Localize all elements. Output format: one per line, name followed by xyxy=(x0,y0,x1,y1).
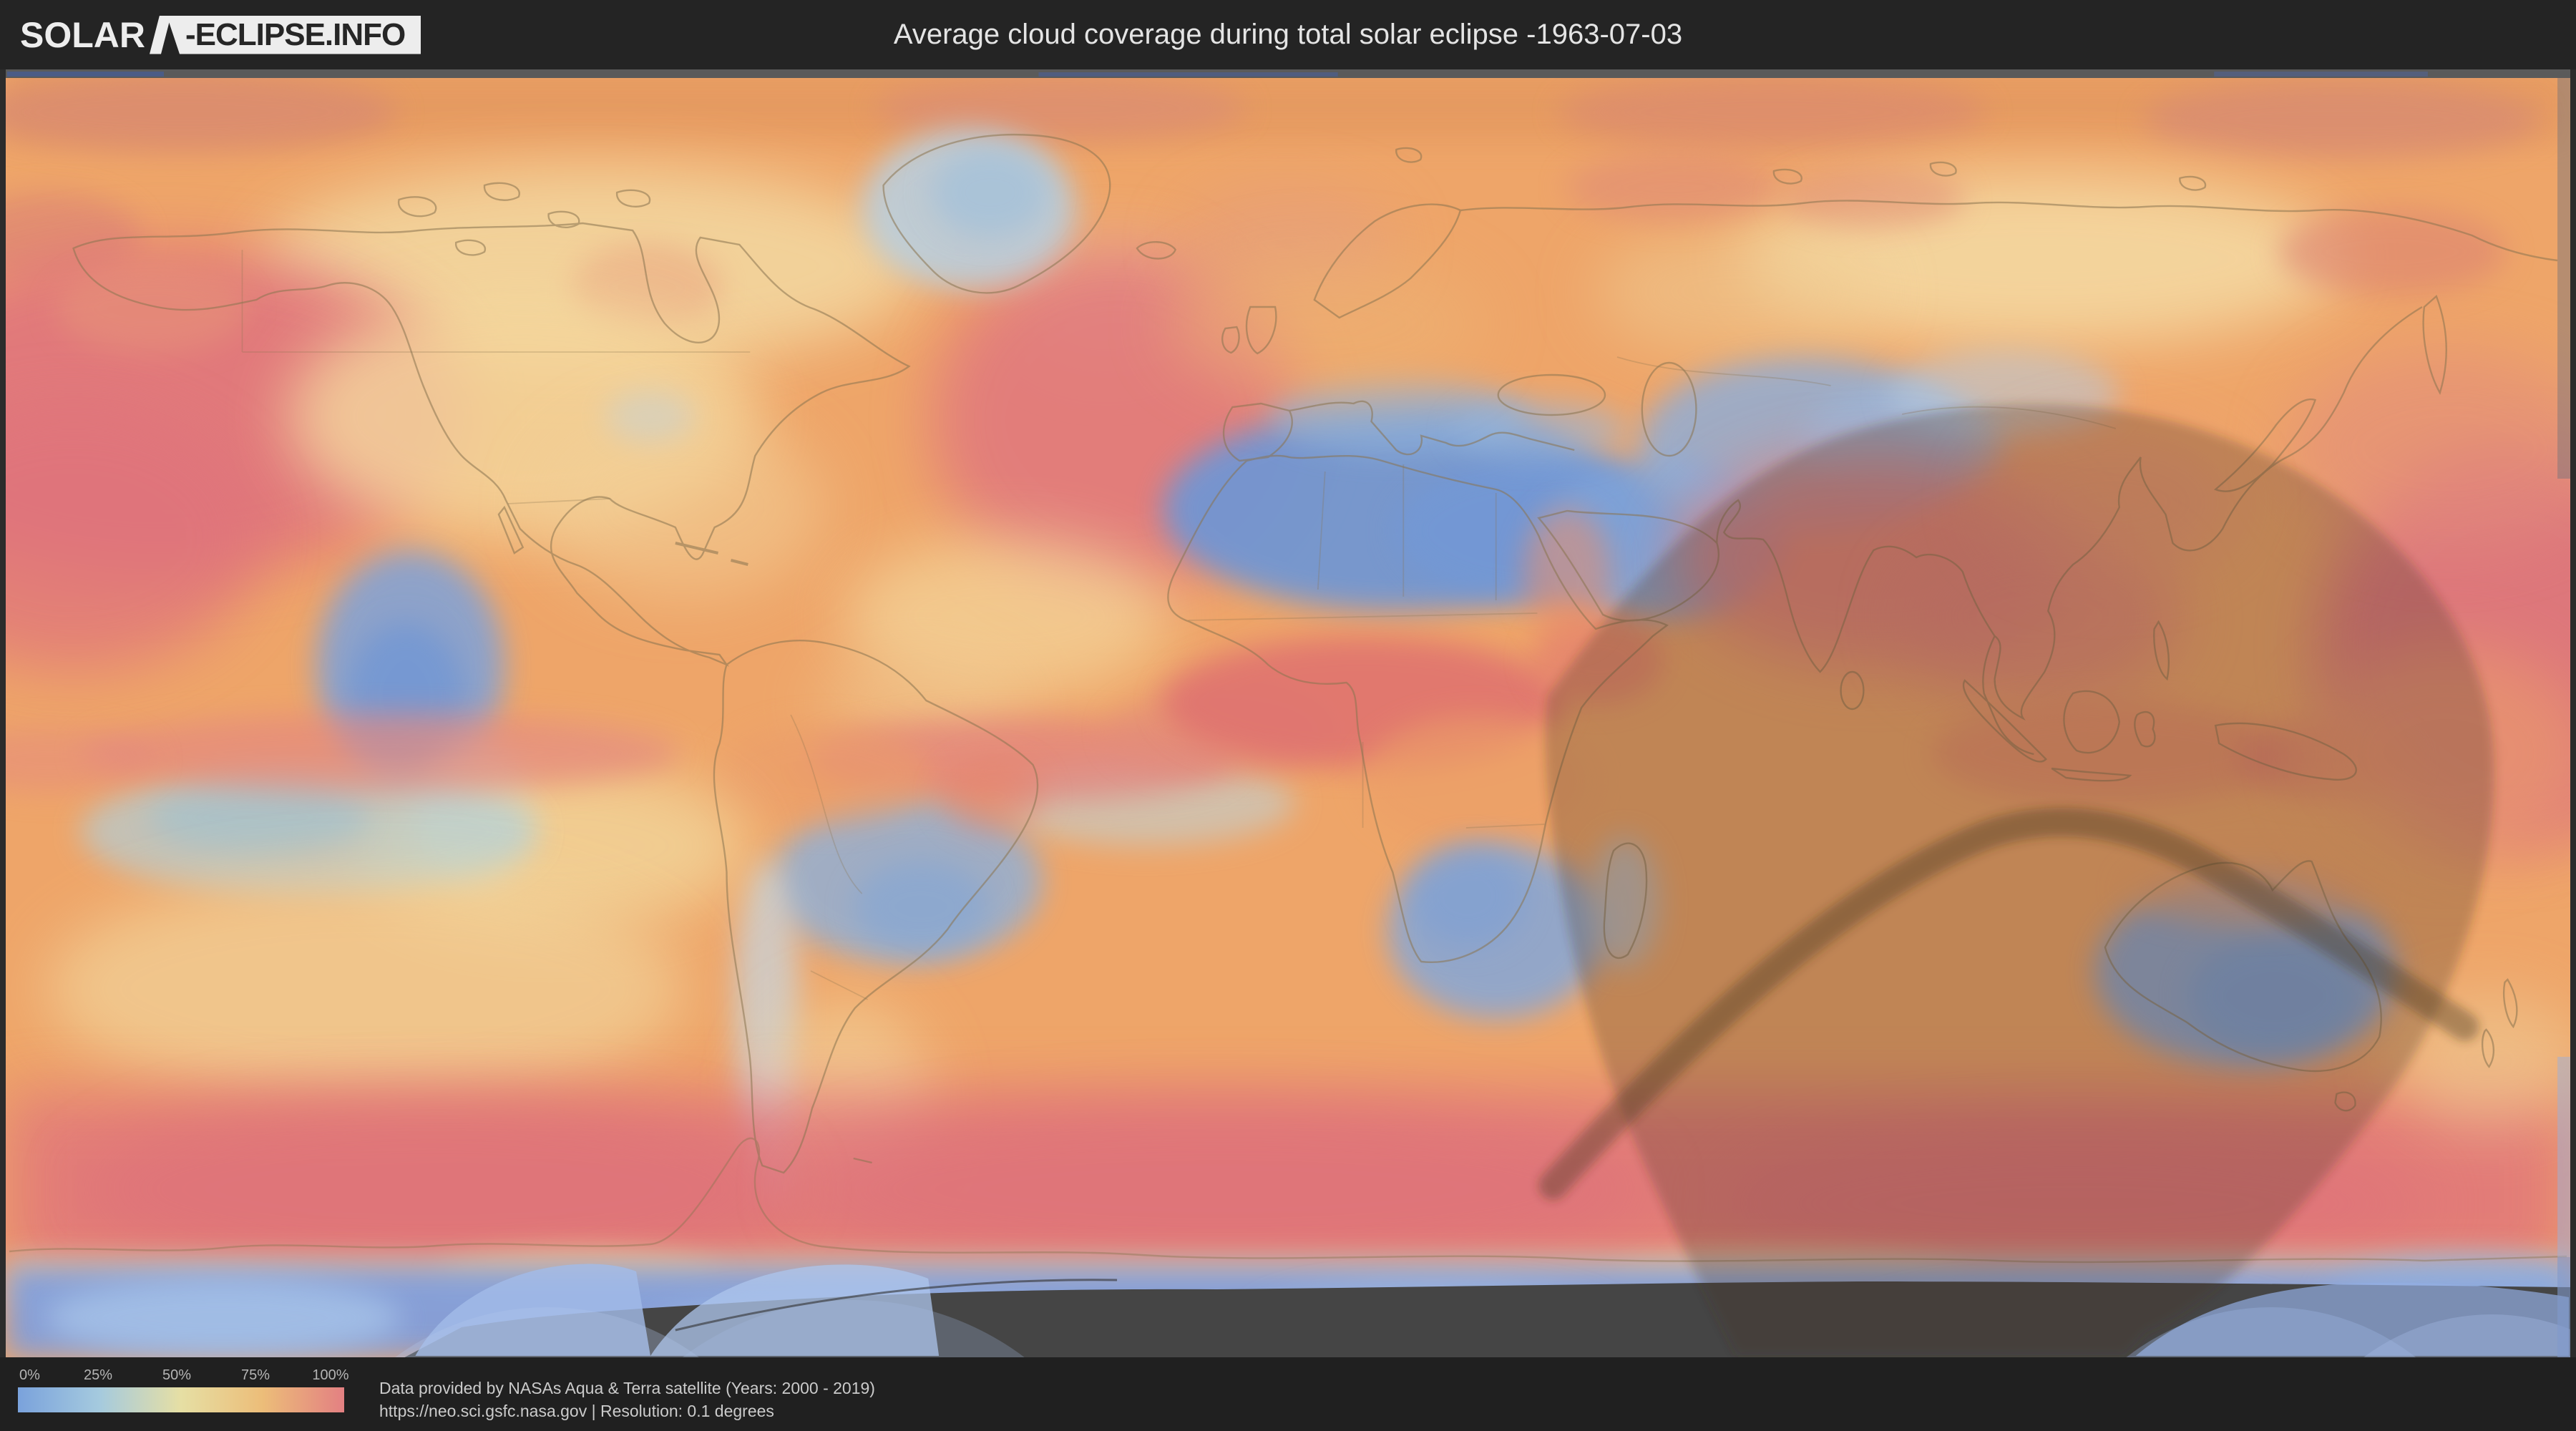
legend-tick-labels: 0% 25% 50% 75% 100% xyxy=(18,1367,349,1384)
site-logo[interactable]: SOLAR -ECLIPSE.INFO xyxy=(20,0,421,69)
eclipse-visibility-region xyxy=(1545,404,2494,1355)
legend-label-75: 75% xyxy=(240,1367,270,1383)
cloud-coverage-legend: 0% 25% 50% 75% 100% xyxy=(18,1357,349,1431)
attribution-line1: Data provided by NASAs Aqua & Terra sate… xyxy=(379,1379,875,1397)
map-edge-artifacts xyxy=(6,69,2570,1357)
logo-text-solar: SOLAR xyxy=(20,14,145,55)
legend-gradient-bar xyxy=(18,1387,344,1412)
country-borders xyxy=(241,250,2117,1000)
logo-text-eclipse-info: -ECLIPSE.INFO xyxy=(167,15,421,54)
legend-label-25: 25% xyxy=(83,1367,113,1383)
legend-label-50: 50% xyxy=(162,1367,192,1383)
cloud-coverage-map[interactable] xyxy=(6,69,2570,1357)
attribution-line2: https://neo.sci.gsfc.nasa.gov | Resoluti… xyxy=(379,1402,774,1420)
legend-label-100: 100% xyxy=(312,1367,349,1383)
page-title: Average cloud coverage during total sola… xyxy=(893,19,1683,50)
path-of-totality xyxy=(1538,808,2479,1200)
app-header: Average cloud coverage during total sola… xyxy=(0,0,2576,69)
no-data-region xyxy=(395,1264,2570,1357)
eclipse-shadow-overlay xyxy=(1538,404,2494,1355)
logo-slash-icon xyxy=(150,15,171,54)
legend-label-0: 0% xyxy=(19,1367,40,1383)
app-footer: 0% 25% 50% 75% 100% Data provided by NAS… xyxy=(0,1357,2576,1431)
world-map-svg xyxy=(6,69,2570,1357)
